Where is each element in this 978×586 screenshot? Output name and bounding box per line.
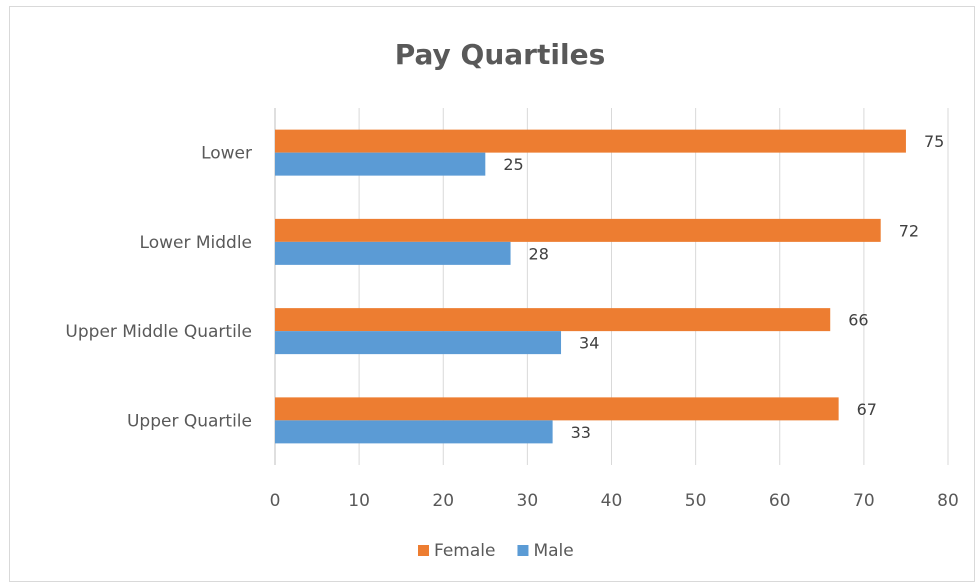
x-tick-label: 70: [853, 491, 875, 511]
data-label: 66: [848, 311, 868, 330]
x-tick-label: 30: [517, 491, 539, 511]
category-label: Upper Quartile: [127, 411, 252, 431]
chart-title: Pay Quartiles: [395, 38, 605, 71]
data-label: 28: [529, 244, 549, 263]
chart-frame: [9, 6, 975, 582]
legend-swatch: [418, 545, 429, 556]
bars: [275, 129, 906, 444]
bar-male: [275, 420, 553, 444]
bar-male: [275, 152, 486, 176]
bar-female: [275, 129, 906, 153]
legend-label: Male: [533, 541, 573, 561]
data-label: 67: [857, 400, 877, 419]
x-tick-label: 80: [937, 491, 959, 511]
data-label: 75: [924, 132, 944, 151]
x-tick-label: 20: [432, 491, 454, 511]
legend: Female Male: [418, 541, 574, 561]
category-label: Upper Middle Quartile: [65, 322, 252, 342]
data-label: 72: [899, 221, 919, 240]
category-label: Lower Middle: [140, 233, 252, 253]
x-tick-label: 0: [270, 491, 281, 511]
x-tick-label: 50: [685, 491, 707, 511]
bar-female: [275, 397, 839, 421]
x-tick-label: 40: [601, 491, 623, 511]
bar-male: [275, 241, 511, 265]
category-label: Lower: [201, 144, 252, 164]
x-tick-label: 10: [348, 491, 370, 511]
data-label: 34: [579, 334, 599, 353]
data-label: 25: [503, 155, 523, 174]
bar-female: [275, 218, 881, 242]
bar-female: [275, 308, 831, 332]
labels: 0 10 20 30 40 50 60 70 80 Lower 75 25 Lower Middle 72…: [65, 132, 958, 511]
x-tick-label: 60: [769, 491, 791, 511]
legend-swatch: [517, 545, 529, 556]
bar-male: [275, 331, 562, 355]
legend-label: Female: [434, 541, 495, 561]
data-label: 33: [571, 423, 591, 442]
